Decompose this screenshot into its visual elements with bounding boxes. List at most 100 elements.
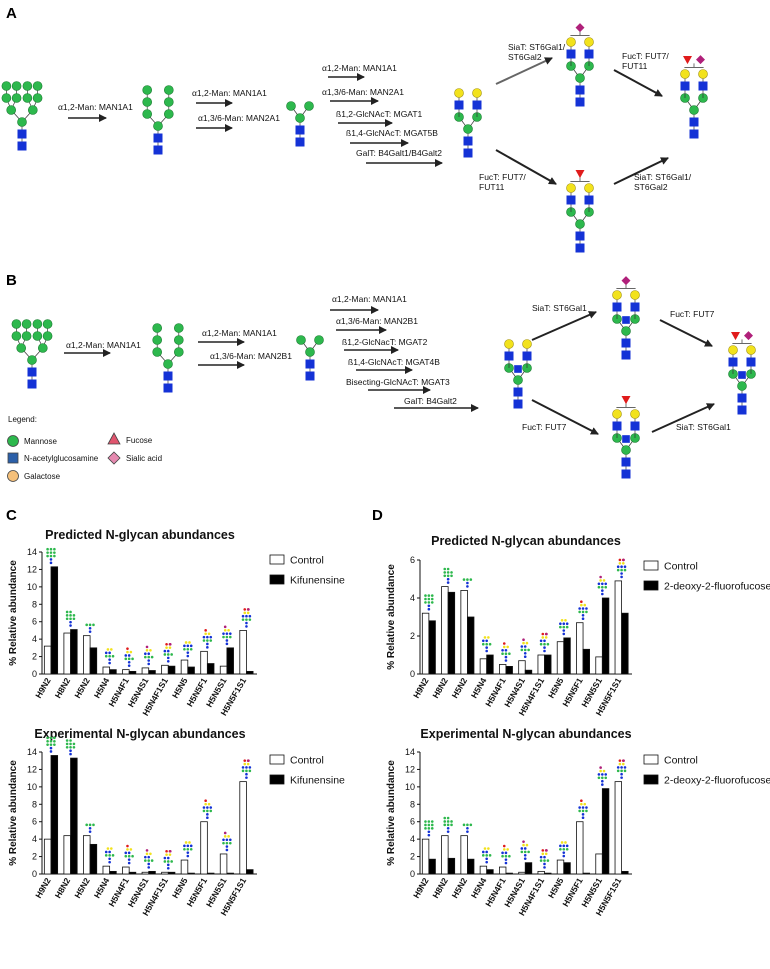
glycan-mini-symbol — [565, 844, 569, 848]
bar-treated — [621, 612, 629, 675]
glycan-mini-symbol — [88, 626, 92, 630]
glycan-mini-symbol — [206, 816, 209, 820]
chart-C-pred: Predicted N-glycan abundances 0 2 4 6 8 10 12 14… — [8, 528, 345, 717]
branch-label-line: SiaT: ST6Gal1/ — [508, 42, 566, 52]
glycan-mini-symbol — [599, 766, 602, 769]
glycan-mini-symbol — [585, 809, 588, 813]
glycan-mini-symbol — [245, 769, 248, 773]
bar-control — [161, 664, 169, 675]
glycan-mini-symbol — [620, 565, 623, 568]
step-label: α1,2-Man: MAN1A1 — [58, 102, 133, 112]
glycan-mini-symbol — [604, 776, 608, 780]
sialic-symbol — [575, 23, 585, 33]
glycan-mini-symbol — [541, 849, 545, 852]
glcnac-symbol — [163, 383, 173, 393]
glycan-mini-symbol — [104, 850, 108, 854]
glycan-mini-symbol — [541, 632, 545, 636]
glycan-mini-symbol — [108, 850, 111, 854]
glcnac-symbol — [621, 338, 631, 348]
bar-treated — [109, 669, 117, 675]
glycan-mini-symbol — [446, 830, 450, 833]
mannose-symbol — [174, 347, 184, 357]
glycan-mini-symbol — [206, 806, 209, 809]
glycan-mini-symbol — [188, 641, 191, 644]
bar-treated — [544, 654, 552, 675]
step-label: ß1,2-GlcNAcT: MGAT1 — [336, 109, 423, 119]
glcnac-symbol — [454, 100, 464, 110]
bar-control — [499, 664, 507, 675]
glycan-mini-symbol — [186, 647, 190, 651]
mannose-symbol — [27, 355, 37, 365]
glycan-mini-symbol — [223, 831, 227, 835]
bar-treated — [50, 755, 59, 875]
y-tick-label: 14 — [27, 747, 37, 757]
glycan-mini-symbol — [166, 656, 170, 660]
arrow-b-dn1 — [531, 399, 599, 435]
glycan-mini-symbol — [564, 841, 567, 844]
glycan-mini-symbol — [446, 581, 450, 584]
glycan-mini-symbol — [578, 610, 581, 614]
mannose-symbol — [1, 93, 12, 103]
mannose-symbol — [575, 219, 585, 229]
glycan-mini-symbol — [523, 648, 527, 652]
glycan-mini-symbol — [466, 830, 469, 833]
glycan-mini-symbol — [427, 601, 431, 604]
glycan-mini-symbol — [147, 859, 151, 862]
x-tick-label: H9N2 — [33, 676, 53, 700]
glycan-mini-symbol — [186, 854, 190, 858]
glycan-mini-symbol — [618, 562, 622, 565]
glycan-mini-symbol — [578, 607, 581, 610]
galactose-symbol — [630, 409, 640, 419]
glycan-mini-symbol — [523, 645, 527, 648]
mannose-symbol — [164, 97, 174, 107]
glycan-mini-symbol — [245, 621, 248, 625]
y-axis-label: % Relative abundance — [386, 760, 397, 866]
glycan-mini-symbol — [126, 848, 129, 851]
glycan-mini-symbol — [168, 646, 172, 649]
bar-treated — [524, 669, 533, 675]
glycan-mini-symbol — [106, 648, 110, 651]
glycan-mini-symbol — [147, 655, 151, 659]
galactose-symbol — [522, 339, 532, 349]
glycan-mini-symbol — [616, 568, 620, 572]
glycan-mini-symbol — [183, 847, 186, 851]
glycan-mini-symbol — [623, 769, 627, 773]
galactose-symbol — [504, 339, 514, 349]
fucose-symbol — [683, 56, 692, 65]
glycan-mini-symbol — [504, 659, 508, 662]
glycan-mini-symbol — [581, 617, 585, 620]
glycan-mini-symbol — [65, 610, 69, 614]
bar-control — [239, 781, 247, 875]
step-label: GalT: B4Galt2 — [404, 396, 457, 406]
glycan-mini-symbol — [427, 597, 431, 601]
glycan-mini-symbol — [597, 582, 601, 586]
glycan-mini-symbol — [583, 603, 587, 607]
glcnac-symbol — [584, 195, 594, 205]
bar-control — [83, 835, 91, 875]
glcnac-symbol — [575, 243, 585, 253]
glycan-mini-symbol — [46, 736, 49, 740]
legend: Legend: Mannose N-acetylglucosamine Gala… — [7, 415, 162, 482]
glycan-mini-symbol — [124, 851, 128, 855]
glycan-mini-symbol — [565, 847, 569, 851]
glycan-mini-symbol — [189, 647, 193, 651]
glycan-mini-symbol — [65, 617, 69, 621]
glycan-mini-symbol — [225, 848, 229, 852]
glycan-mini-symbol — [446, 823, 450, 827]
y-tick-label: 10 — [27, 582, 37, 592]
glycan-mini-symbol — [427, 604, 431, 608]
y-tick-label: 8 — [32, 799, 37, 809]
glycan-mini-symbol — [88, 630, 92, 633]
glycan-mini-symbol — [206, 639, 209, 642]
glycan-mini-symbol — [504, 851, 508, 855]
bar-control — [122, 866, 130, 875]
glycan-mini-symbol — [618, 762, 622, 766]
y-tick-label: 14 — [27, 547, 37, 557]
panel-letter-b: B — [6, 272, 17, 289]
glycan-mini-symbol — [163, 860, 167, 863]
glycan-mini-symbol — [127, 654, 131, 657]
glycan-mini-symbol — [487, 847, 490, 850]
glycan-mini-symbol — [601, 783, 604, 786]
glycan-mini-symbol — [53, 547, 56, 551]
glcnac-symbol — [566, 49, 576, 59]
